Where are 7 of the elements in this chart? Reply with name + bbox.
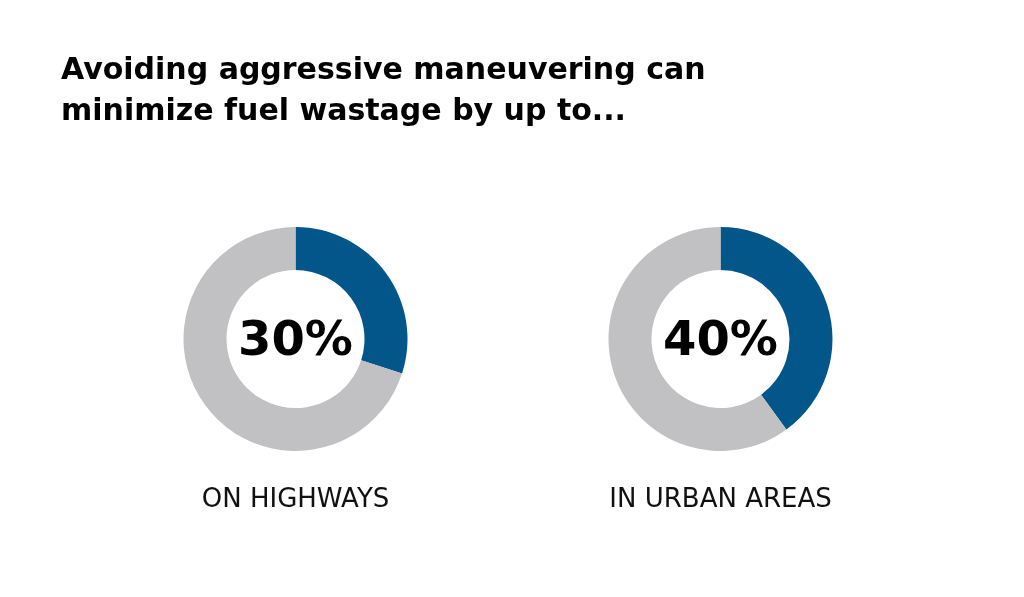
data-label: 40%	[663, 310, 778, 366]
text: ON HIGHWAYS	[201, 483, 390, 513]
donut-slice	[183, 227, 403, 451]
data-label: 30%	[238, 310, 353, 366]
donut-slice	[608, 227, 787, 451]
text: IN URBAN AREAS	[609, 483, 832, 513]
chart-title: Avoiding aggressive maneuvering can minimize fuel wastage by up to...	[61, 51, 706, 127]
